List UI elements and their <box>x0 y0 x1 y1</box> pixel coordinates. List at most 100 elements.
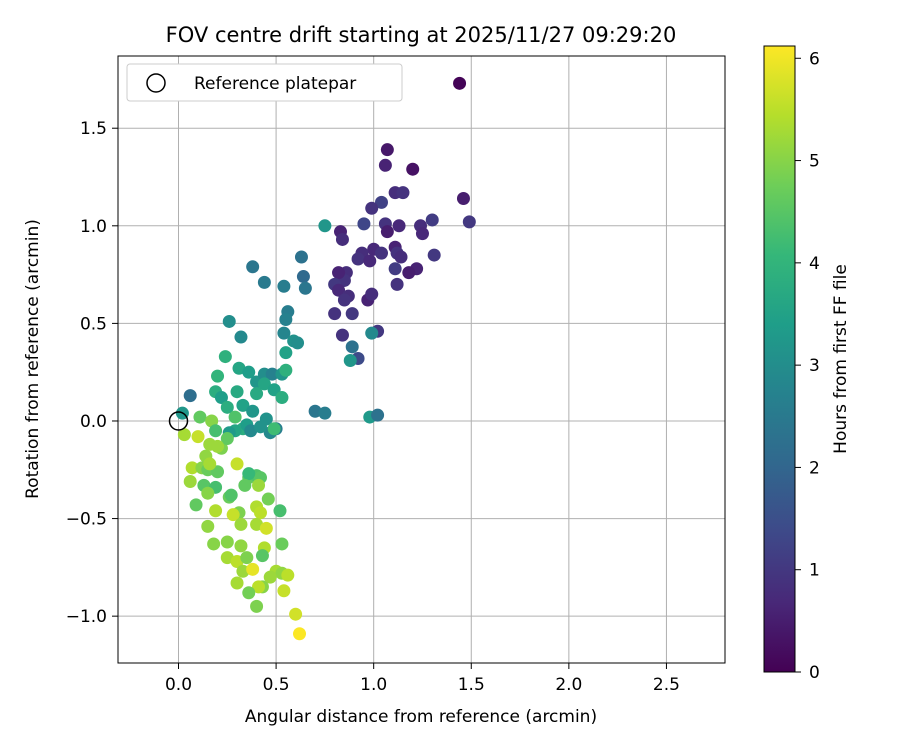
y-axis-ticks: −1.0 −0.5 0.0 0.5 1.0 1.5 <box>66 119 118 627</box>
data-point <box>203 457 217 471</box>
data-point <box>374 246 388 260</box>
legend: Reference platepar <box>126 63 403 102</box>
x-tick-label: 0.5 <box>263 675 290 695</box>
data-point <box>427 248 441 262</box>
data-point <box>425 213 439 227</box>
data-point <box>296 270 310 284</box>
data-point <box>207 537 221 551</box>
data-point <box>293 627 307 641</box>
data-point <box>335 232 349 246</box>
data-point <box>265 367 279 381</box>
data-point <box>253 420 267 434</box>
data-point <box>228 410 242 424</box>
grid <box>118 56 725 663</box>
data-point <box>273 504 287 518</box>
data-point <box>289 607 303 621</box>
data-point <box>257 377 271 391</box>
colorbar-tick-label: 6 <box>809 49 820 69</box>
data-point <box>226 508 240 522</box>
colorbar-label: Hours from first FF file <box>831 264 851 454</box>
data-point <box>402 266 416 280</box>
data-point <box>261 492 275 506</box>
data-point <box>209 424 223 438</box>
data-point <box>220 551 234 565</box>
x-tick-label: 0.0 <box>165 675 192 695</box>
data-point <box>279 363 293 377</box>
data-point <box>363 254 377 268</box>
data-point <box>193 410 207 424</box>
data-point <box>236 398 250 412</box>
data-point <box>252 580 266 594</box>
data-point <box>388 262 402 276</box>
data-point <box>332 283 346 297</box>
data-point <box>415 227 429 241</box>
data-point <box>259 521 273 535</box>
data-point <box>255 549 269 563</box>
data-point <box>220 400 234 414</box>
data-points <box>175 76 476 641</box>
data-point <box>332 266 346 280</box>
data-point <box>390 277 404 291</box>
data-point <box>246 562 260 576</box>
data-point <box>220 432 234 446</box>
data-point <box>406 162 420 176</box>
x-tick-label: 1.0 <box>360 675 387 695</box>
data-point <box>246 260 260 274</box>
data-point <box>365 201 379 215</box>
data-point <box>234 539 248 553</box>
data-point <box>253 506 267 520</box>
data-point <box>378 158 392 172</box>
data-point <box>246 404 260 418</box>
data-point <box>242 365 256 379</box>
data-point <box>328 307 342 321</box>
data-point <box>185 461 199 475</box>
y-tick-label: −1.0 <box>66 607 107 627</box>
data-point <box>462 215 476 229</box>
data-point <box>236 564 250 578</box>
colorbar: 0 1 2 3 4 5 6 Hours from first FF file <box>763 45 851 683</box>
x-tick-label: 2.0 <box>555 675 582 695</box>
data-point <box>224 488 238 502</box>
x-tick-label: 2.5 <box>653 675 680 695</box>
data-point <box>337 293 351 307</box>
data-point <box>380 143 394 157</box>
legend-box <box>126 63 403 102</box>
data-point <box>277 326 291 340</box>
legend-marker <box>146 73 166 93</box>
y-tick-label: 1.0 <box>80 217 107 237</box>
data-point <box>277 584 291 598</box>
x-tick-label: 1.5 <box>458 675 485 695</box>
chart-title: FOV centre drift starting at 2025/11/27 … <box>166 23 677 47</box>
data-point <box>453 76 467 90</box>
y-tick-label: 0.0 <box>80 412 107 432</box>
data-point <box>238 478 252 492</box>
data-point <box>275 391 289 405</box>
data-point <box>234 517 248 531</box>
colorbar-tick-label: 5 <box>809 152 820 172</box>
data-point <box>279 312 293 326</box>
data-point <box>392 219 406 233</box>
data-point <box>242 586 256 600</box>
data-point <box>234 330 248 344</box>
x-axis-ticks: 0.0 0.5 1.0 1.5 2.0 2.5 <box>165 663 680 695</box>
data-point <box>189 498 203 512</box>
data-point <box>218 350 232 364</box>
data-point <box>205 414 219 428</box>
data-point <box>252 478 266 492</box>
data-point <box>294 250 308 264</box>
data-point <box>345 340 359 354</box>
data-point <box>456 191 470 205</box>
data-point <box>201 486 215 500</box>
data-point <box>191 430 205 444</box>
data-point <box>242 467 256 481</box>
data-point <box>250 599 264 613</box>
colorbar-tick-label: 4 <box>809 254 820 274</box>
data-point <box>396 186 410 200</box>
data-point <box>222 314 236 328</box>
data-point <box>394 250 408 264</box>
data-point <box>345 307 359 321</box>
data-point <box>230 555 244 569</box>
data-point <box>281 568 295 582</box>
data-point <box>244 424 258 438</box>
